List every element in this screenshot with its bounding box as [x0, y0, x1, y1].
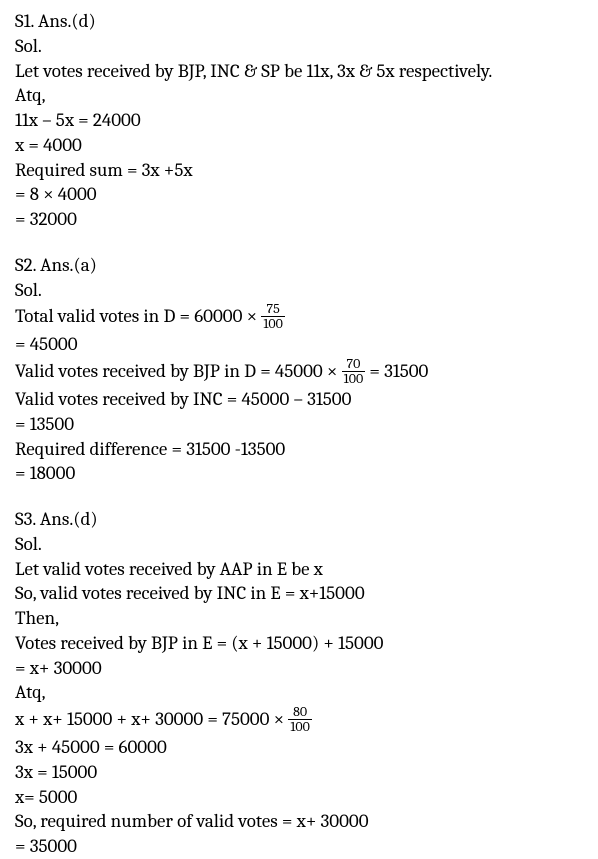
s2-text: = 31500: [365, 360, 428, 382]
s1-line: = 8 × 4000: [15, 183, 583, 207]
s2-text: Total valid votes in D = 60000 ×: [15, 305, 261, 327]
s3-text: x + x+ 15000 + x+ 30000 = 75000 ×: [15, 708, 288, 730]
s1-line: 11x – 5x = 24000: [15, 109, 583, 133]
s1-line: Atq,: [15, 84, 583, 108]
denominator: 100: [342, 372, 366, 386]
s3-line: Then,: [15, 607, 583, 631]
s2-line: = 45000: [15, 333, 583, 357]
fraction: 80100: [288, 705, 312, 734]
s3-header: S3. Ans.(d): [15, 508, 583, 532]
s3-line: x= 5000: [15, 786, 583, 810]
fraction: 70100: [342, 357, 366, 386]
s1-line: x = 4000: [15, 134, 583, 158]
denominator: 100: [288, 720, 312, 734]
s3-line: = 35000: [15, 835, 583, 859]
s2-line: = 13500: [15, 413, 583, 437]
s2-header: S2. Ans.(a): [15, 254, 583, 278]
s3-line: So, valid votes received by INC in E = x…: [15, 582, 583, 606]
s3-sol: Sol.: [15, 533, 583, 557]
s3-line: Votes received by BJP in E = (x + 15000)…: [15, 632, 583, 656]
s2-sol: Sol.: [15, 279, 583, 303]
fraction: 75100: [261, 302, 285, 331]
s1-sol: Sol.: [15, 35, 583, 59]
s2-line: Valid votes received by BJP in D = 45000…: [15, 358, 583, 387]
s3-line: Atq,: [15, 681, 583, 705]
s1-line: Let votes received by BJP, INC & SP be 1…: [15, 60, 583, 84]
s3-line: So, required number of valid votes = x+ …: [15, 810, 583, 834]
solution-1: S1. Ans.(d) Sol. Let votes received by B…: [15, 10, 583, 232]
s3-line: Let valid votes received by AAP in E be …: [15, 558, 583, 582]
s3-line: 3x = 15000: [15, 761, 583, 785]
s2-line: Valid votes received by INC = 45000 – 31…: [15, 388, 583, 412]
solution-3: S3. Ans.(d) Sol. Let valid votes receive…: [15, 508, 583, 859]
s2-line: Required difference = 31500 -13500: [15, 438, 583, 462]
s1-line: Required sum = 3x +5x: [15, 159, 583, 183]
s3-line: 3x + 45000 = 60000: [15, 736, 583, 760]
denominator: 100: [261, 317, 285, 331]
s2-line: Total valid votes in D = 60000 × 75100: [15, 303, 583, 332]
s2-text: Valid votes received by BJP in D = 45000…: [15, 360, 342, 382]
solution-2: S2. Ans.(a) Sol. Total valid votes in D …: [15, 254, 583, 486]
s2-line: = 18000: [15, 462, 583, 486]
s1-header: S1. Ans.(d): [15, 10, 583, 34]
s3-line: = x+ 30000: [15, 657, 583, 681]
s3-line: x + x+ 15000 + x+ 30000 = 75000 × 80100: [15, 706, 583, 735]
s1-line: = 32000: [15, 208, 583, 232]
